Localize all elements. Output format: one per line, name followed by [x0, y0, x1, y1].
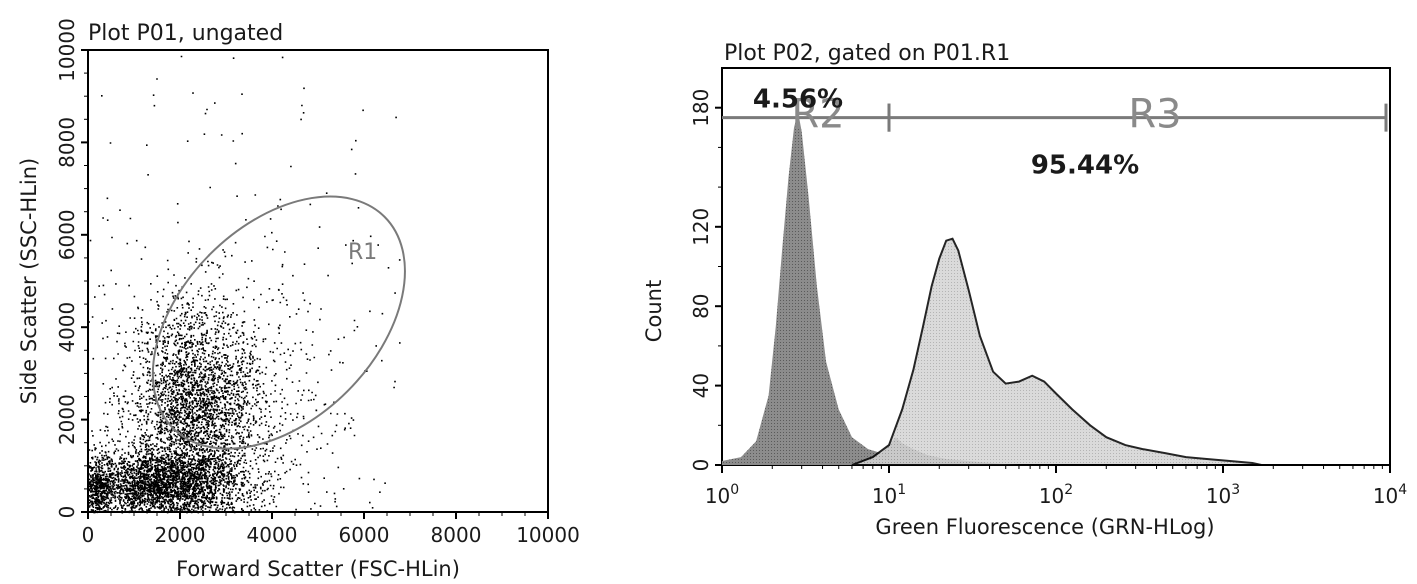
scatter-y-tick-label: 6000 — [55, 209, 79, 260]
scatter-x-ticks: 0 2000 4000 6000 8000 10000 — [82, 512, 580, 547]
histogram-y-tick-label: 80 — [689, 293, 713, 318]
scatter-y-tick-label: 2000 — [55, 394, 79, 445]
gate-r3-percent: 95.44% — [1031, 151, 1139, 181]
gate-r1-ellipse — [151, 195, 406, 450]
scatter-x-tick-label: 8000 — [431, 523, 482, 547]
scatter-y-tick-label: 4000 — [55, 302, 79, 353]
histogram-y-tick-label: 0 — [689, 459, 713, 472]
scatter-x-tick-label: 10000 — [516, 523, 580, 547]
gate-r2-percent: 4.56% — [753, 85, 843, 115]
gate-r1-label: R1 — [348, 240, 377, 265]
scatter-x-tick-label: 4000 — [247, 523, 298, 547]
histogram-y-axis-label: Count — [642, 280, 666, 342]
scatter-y-axis-label: Side Scatter (SSC-HLin) — [17, 158, 41, 404]
scatter-x-axis-label: Forward Scatter (FSC-HLin) — [176, 557, 460, 581]
histogram-gates: R24.56% R3 95.44% — [722, 85, 1388, 181]
scatter-y-tick-label: 10000 — [55, 18, 79, 82]
scatter-panel: Plot P01, ungated R1 0 2000 4000 6000 8000 10… — [17, 18, 580, 581]
histogram-y-ticks: 0 40 80 120 180 — [689, 89, 722, 472]
histogram-series — [722, 111, 1262, 466]
histogram-x-tick-label: 104 — [1373, 482, 1407, 508]
histogram-y-tick-label: 40 — [689, 373, 713, 398]
histogram-x-tick-label: 102 — [1039, 482, 1073, 508]
scatter-x-tick-label: 0 — [82, 523, 95, 547]
histogram-x-ticks: 100 101 102 103 104 — [705, 465, 1407, 508]
histogram-title: Plot P02, gated on P01.R1 — [724, 41, 1010, 66]
gate-r3-label: R3 — [1128, 92, 1181, 138]
histogram-x-tick-label: 103 — [1206, 482, 1240, 508]
histogram-y-tick-label: 120 — [689, 208, 713, 246]
gate-r2-label: R2 — [791, 92, 844, 138]
scatter-y-ticks: 0 2000 4000 6000 8000 10000 — [55, 18, 88, 518]
histogram-series-dark — [722, 111, 1019, 465]
scatter-title: Plot P01, ungated — [88, 21, 283, 46]
histogram-x-tick-label: 101 — [872, 482, 906, 508]
histogram-y-tick-label: 180 — [689, 89, 713, 127]
scatter-plot-frame — [87, 49, 549, 513]
histogram-x-axis-label: Green Fluorescence (GRN-HLog) — [875, 515, 1214, 539]
scatter-x-tick-label: 2000 — [155, 523, 206, 547]
scatter-y-tick-label: 0 — [55, 506, 79, 519]
scatter-events — [88, 55, 401, 514]
histogram-x-tick-label: 100 — [705, 482, 739, 508]
scatter-x-tick-label: 6000 — [339, 523, 390, 547]
scatter-y-tick-label: 8000 — [55, 117, 79, 168]
histogram-series-light — [851, 237, 1262, 466]
histogram-panel: Plot P02, gated on P01.R1 R24.56% R3 95.44… — [642, 41, 1407, 539]
scatter-points — [88, 55, 401, 514]
